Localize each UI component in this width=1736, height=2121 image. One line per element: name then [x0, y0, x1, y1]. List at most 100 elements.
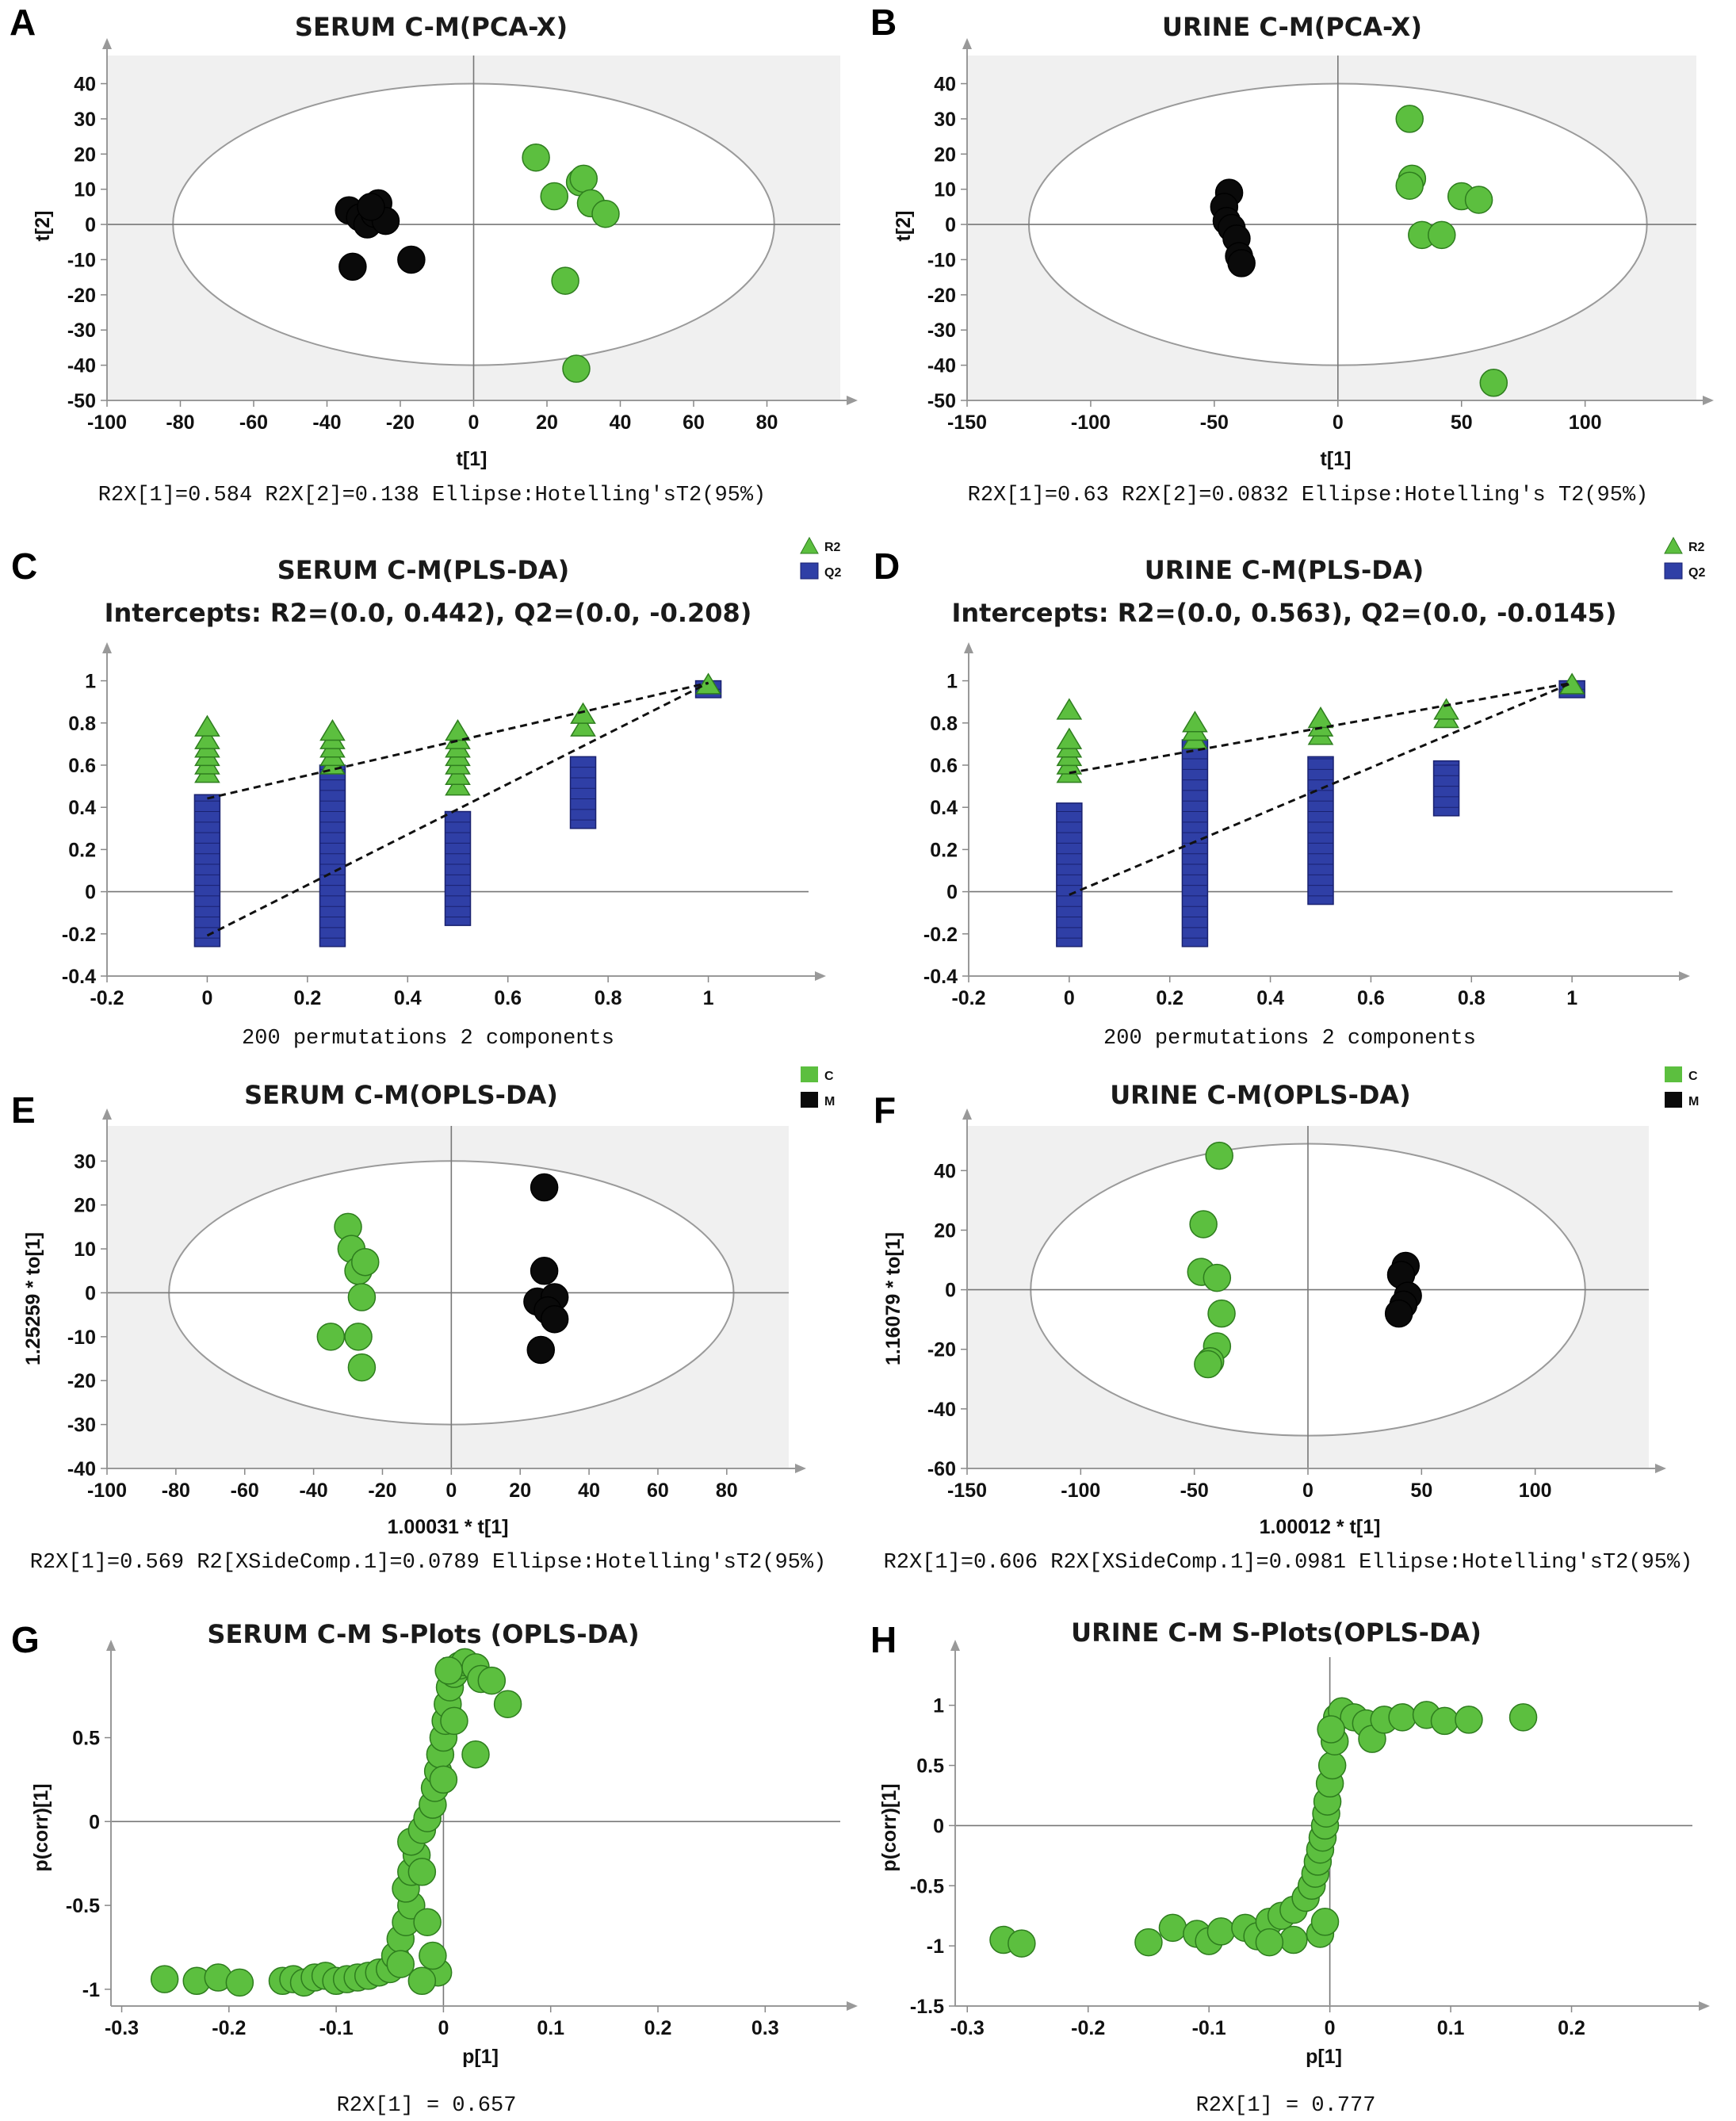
y-axis-arrow-icon [102, 1108, 112, 1120]
legend-r2-triangle-icon [800, 536, 819, 554]
y-tick-label: 1 [946, 671, 958, 693]
legend-label: Q2 [1688, 566, 1705, 580]
x-tick-label: 20 [536, 412, 558, 434]
x-axis-arrow-icon [795, 1464, 806, 1473]
data-point [1430, 1706, 1459, 1736]
title-panel-e: SERUM C-M(OPLS-DA) [244, 1080, 558, 1110]
x-tick-label: -150 [947, 412, 987, 434]
legend-label: M [1688, 1095, 1699, 1108]
panel-letter-c: C [11, 546, 37, 587]
data-point [351, 1247, 380, 1277]
data-point [1388, 1703, 1417, 1732]
x-tick-label: -100 [1071, 412, 1111, 434]
x-axis-label: 1.00012 * t[1] [1260, 1516, 1381, 1538]
x-tick-label: 60 [647, 1480, 669, 1502]
data-point [1203, 1263, 1232, 1292]
r2-triangle [570, 702, 596, 724]
r2-regression-line [1069, 681, 1573, 775]
y-tick-label: -10 [67, 1327, 96, 1349]
data-point [419, 1941, 447, 1970]
data-point [1464, 186, 1493, 214]
data-point [316, 1323, 346, 1351]
data-point [440, 1706, 468, 1736]
data-point [413, 1908, 442, 1936]
y-tick-label: -30 [67, 1415, 96, 1437]
x-tick-label: 50 [1451, 412, 1473, 434]
x-tick-label: -0.1 [1192, 2017, 1226, 2039]
x-tick-label: -150 [947, 1480, 987, 1502]
data-point [1310, 1908, 1340, 1936]
x-tick-label: 100 [1519, 1480, 1552, 1502]
data-point [562, 354, 591, 383]
x-tick-label: 0 [201, 987, 212, 1009]
r2-triangle [319, 718, 346, 741]
x-tick-label: 80 [756, 412, 778, 434]
r2-triangle [194, 714, 220, 737]
y-tick-label: -40 [927, 355, 956, 377]
y-tick-label: 40 [934, 74, 956, 96]
y-tick-label: 20 [934, 1219, 956, 1242]
y-tick-label: 10 [74, 179, 96, 201]
data-point [225, 1968, 254, 1997]
x-axis-arrow-icon [847, 2001, 858, 2011]
x-tick-label: 40 [578, 1480, 600, 1502]
x-tick-label: 50 [1410, 1480, 1432, 1502]
x-axis-arrow-icon [1679, 971, 1690, 981]
y-tick-label: -0.4 [62, 966, 96, 988]
y-tick-label: 0 [945, 214, 956, 236]
data-point [344, 1323, 373, 1351]
y-tick-label: 0.4 [930, 797, 958, 819]
legend-label: R2 [1688, 541, 1705, 554]
data-point [540, 182, 568, 211]
x-axis-label: 200 permutations 2 components [1103, 1027, 1476, 1051]
footer-panel-f: R2X[1]=0.606 R2X[XSideComp.1]=0.0981 Ell… [884, 1551, 1693, 1575]
data-point [493, 1690, 522, 1718]
x-tick-label: -50 [1180, 1480, 1209, 1502]
plot-panel-b: -150 -100 -50 0 50 100-50-40-30-20-1001020304… [893, 38, 1714, 470]
y-tick-label: -1 [927, 1935, 944, 1958]
data-point [338, 252, 367, 281]
data-point [347, 1283, 377, 1311]
title-panel-c: SERUM C-M(PLS-DA) [277, 555, 570, 585]
y-tick-label: -1 [82, 1979, 100, 2001]
y-tick-label: 30 [74, 109, 96, 131]
x-tick-label: -60 [231, 1480, 259, 1502]
data-point [1227, 249, 1256, 278]
x-tick-label: 0.1 [1437, 2017, 1465, 2039]
x-axis-label: p[1] [462, 2046, 499, 2068]
legend-label: C [824, 1070, 834, 1083]
q2-bar [444, 810, 472, 926]
x-tick-label: -0.2 [951, 987, 985, 1009]
y-axis-arrow-icon [102, 38, 112, 49]
y-tick-label: -40 [67, 355, 96, 377]
y-tick-label: -50 [67, 390, 96, 412]
data-point [540, 1304, 569, 1334]
data-point [1207, 1299, 1236, 1328]
y-tick-label: -30 [67, 320, 96, 342]
panel-letter-e: E [11, 1089, 36, 1131]
data-point [357, 193, 385, 221]
y-tick-label: -10 [67, 249, 96, 271]
x-tick-label: -20 [386, 412, 415, 434]
x-tick-label: 0 [1302, 1480, 1313, 1502]
y-tick-label: -0.4 [923, 966, 958, 988]
q2-bar [1307, 756, 1334, 905]
data-point [397, 245, 426, 274]
x-tick-label: 0.4 [394, 987, 422, 1009]
x-tick-label: -0.2 [90, 987, 124, 1009]
data-point [1384, 1299, 1413, 1328]
plot-panel-g: -0.3 -0.2 -0.1 0 0.1 0.2 0.3 -1 -0.5 0 0.5 p[1] p(co… [30, 1640, 858, 2068]
x-tick-label: 0 [438, 2017, 449, 2039]
title-panel-f: URINE C-M(OPLS-DA) [1110, 1080, 1411, 1110]
x-tick-label: -100 [87, 1480, 127, 1502]
legend-q2-square-icon [800, 562, 819, 580]
data-point [1508, 1703, 1538, 1732]
y-axis-arrow-icon [106, 1640, 116, 1651]
y-tick-label: 0 [89, 1811, 100, 1833]
x-axis-label: 1.00031 * t[1] [388, 1516, 509, 1538]
footer-panel-e: R2X[1]=0.569 R2[XSideComp.1]=0.0789 Elli… [30, 1551, 827, 1575]
r2-triangle [194, 727, 220, 749]
subtitle-panel-d: Intercepts: R2=(0.0, 0.563), Q2=(0.0, -0… [951, 598, 1616, 628]
data-point [1395, 171, 1424, 200]
data-point [1455, 1706, 1483, 1734]
